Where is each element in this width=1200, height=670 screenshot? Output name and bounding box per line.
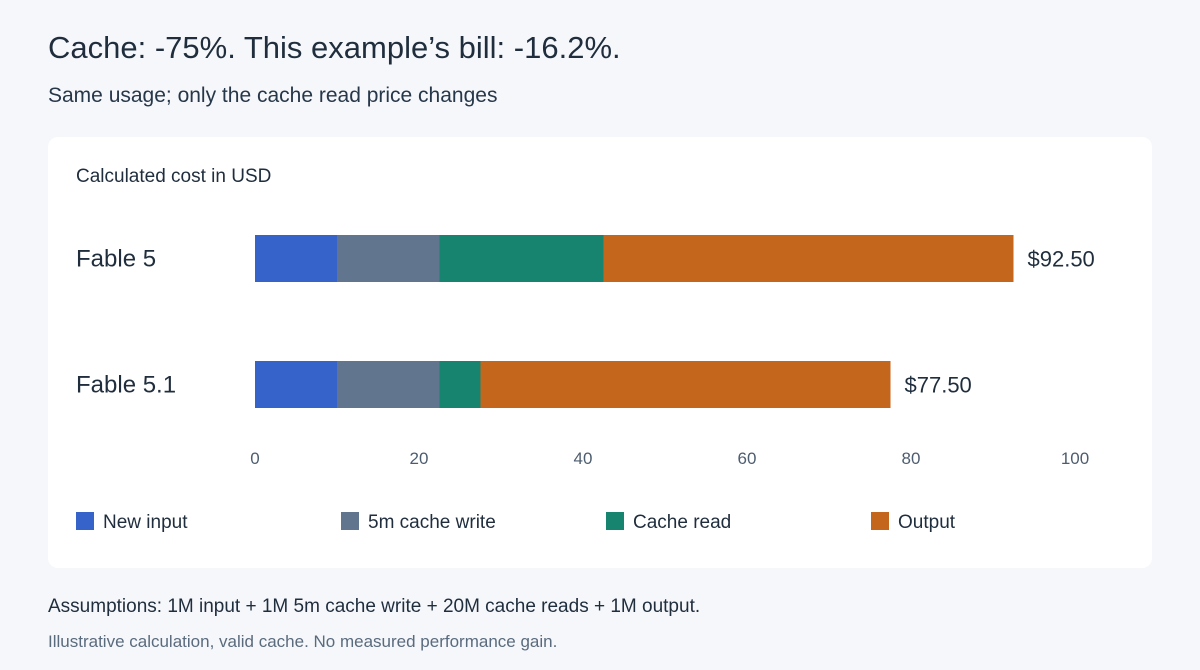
bar-segment-fable-5-1-5m-cache-write: [337, 361, 440, 408]
legend-item-5m-cache-write: 5m cache write: [341, 512, 496, 533]
legend-label-cache-read: Cache read: [633, 512, 731, 533]
x-tick-label-80: 80: [902, 449, 921, 468]
disclaimer-text: Illustrative calculation, valid cache. N…: [48, 632, 558, 651]
legend-swatch-cache-read: [606, 512, 624, 530]
bar-segment-fable-5-1-output: [480, 361, 891, 408]
category-label-fable-5: Fable 5: [76, 246, 156, 273]
legend-item-new-input: New input: [76, 512, 188, 533]
stacked-bar-chart: Calculated cost in USD Fable 5 $92.50Fabl…: [76, 166, 1095, 533]
x-tick-label-40: 40: [574, 449, 593, 468]
x-axis-ticks: 0 20 40 60 80 100: [250, 449, 1089, 468]
x-tick-label-100: 100: [1061, 449, 1089, 468]
total-label-fable-5: $92.50: [1028, 247, 1095, 272]
assumptions-text: Assumptions: 1M input + 1M 5m cache writ…: [48, 596, 701, 617]
bars-layer: Fable 5 $92.50 Fable 5.1 $77.50: [76, 235, 1095, 408]
legend-swatch-5m-cache-write: [341, 512, 359, 530]
legend-item-cache-read: Cache read: [606, 512, 731, 533]
page-subtitle: Same usage; only the cache read price ch…: [48, 84, 498, 107]
page-title: Cache: -75%. This example’s bill: -16.2%…: [48, 30, 621, 65]
legend: New input 5m cache write Cache read Output: [76, 512, 956, 533]
bar-segment-fable-5-1-new-input: [255, 361, 337, 408]
category-label-fable-5-1: Fable 5.1: [76, 372, 176, 399]
total-label-fable-5-1: $77.50: [905, 373, 972, 398]
legend-label-5m-cache-write: 5m cache write: [368, 512, 496, 533]
bar-segment-fable-5-output: [603, 235, 1014, 282]
legend-item-output: Output: [871, 512, 956, 533]
legend-swatch-output: [871, 512, 889, 530]
legend-label-new-input: New input: [103, 512, 188, 533]
chart-card: Calculated cost in USD Fable 5 $92.50 Fabl…: [48, 137, 1152, 568]
legend-label-output: Output: [898, 512, 956, 533]
bar-segment-fable-5-new-input: [255, 235, 337, 282]
legend-swatch-new-input: [76, 512, 94, 530]
x-tick-label-60: 60: [738, 449, 757, 468]
bar-segment-fable-5-1-cache-read: [439, 361, 481, 408]
bar-segment-fable-5-cache-read: [439, 235, 604, 282]
chart-title: Calculated cost in USD: [76, 166, 271, 187]
x-tick-label-20: 20: [410, 449, 429, 468]
bar-segment-fable-5-5m-cache-write: [337, 235, 440, 282]
x-tick-label-0: 0: [250, 449, 259, 468]
